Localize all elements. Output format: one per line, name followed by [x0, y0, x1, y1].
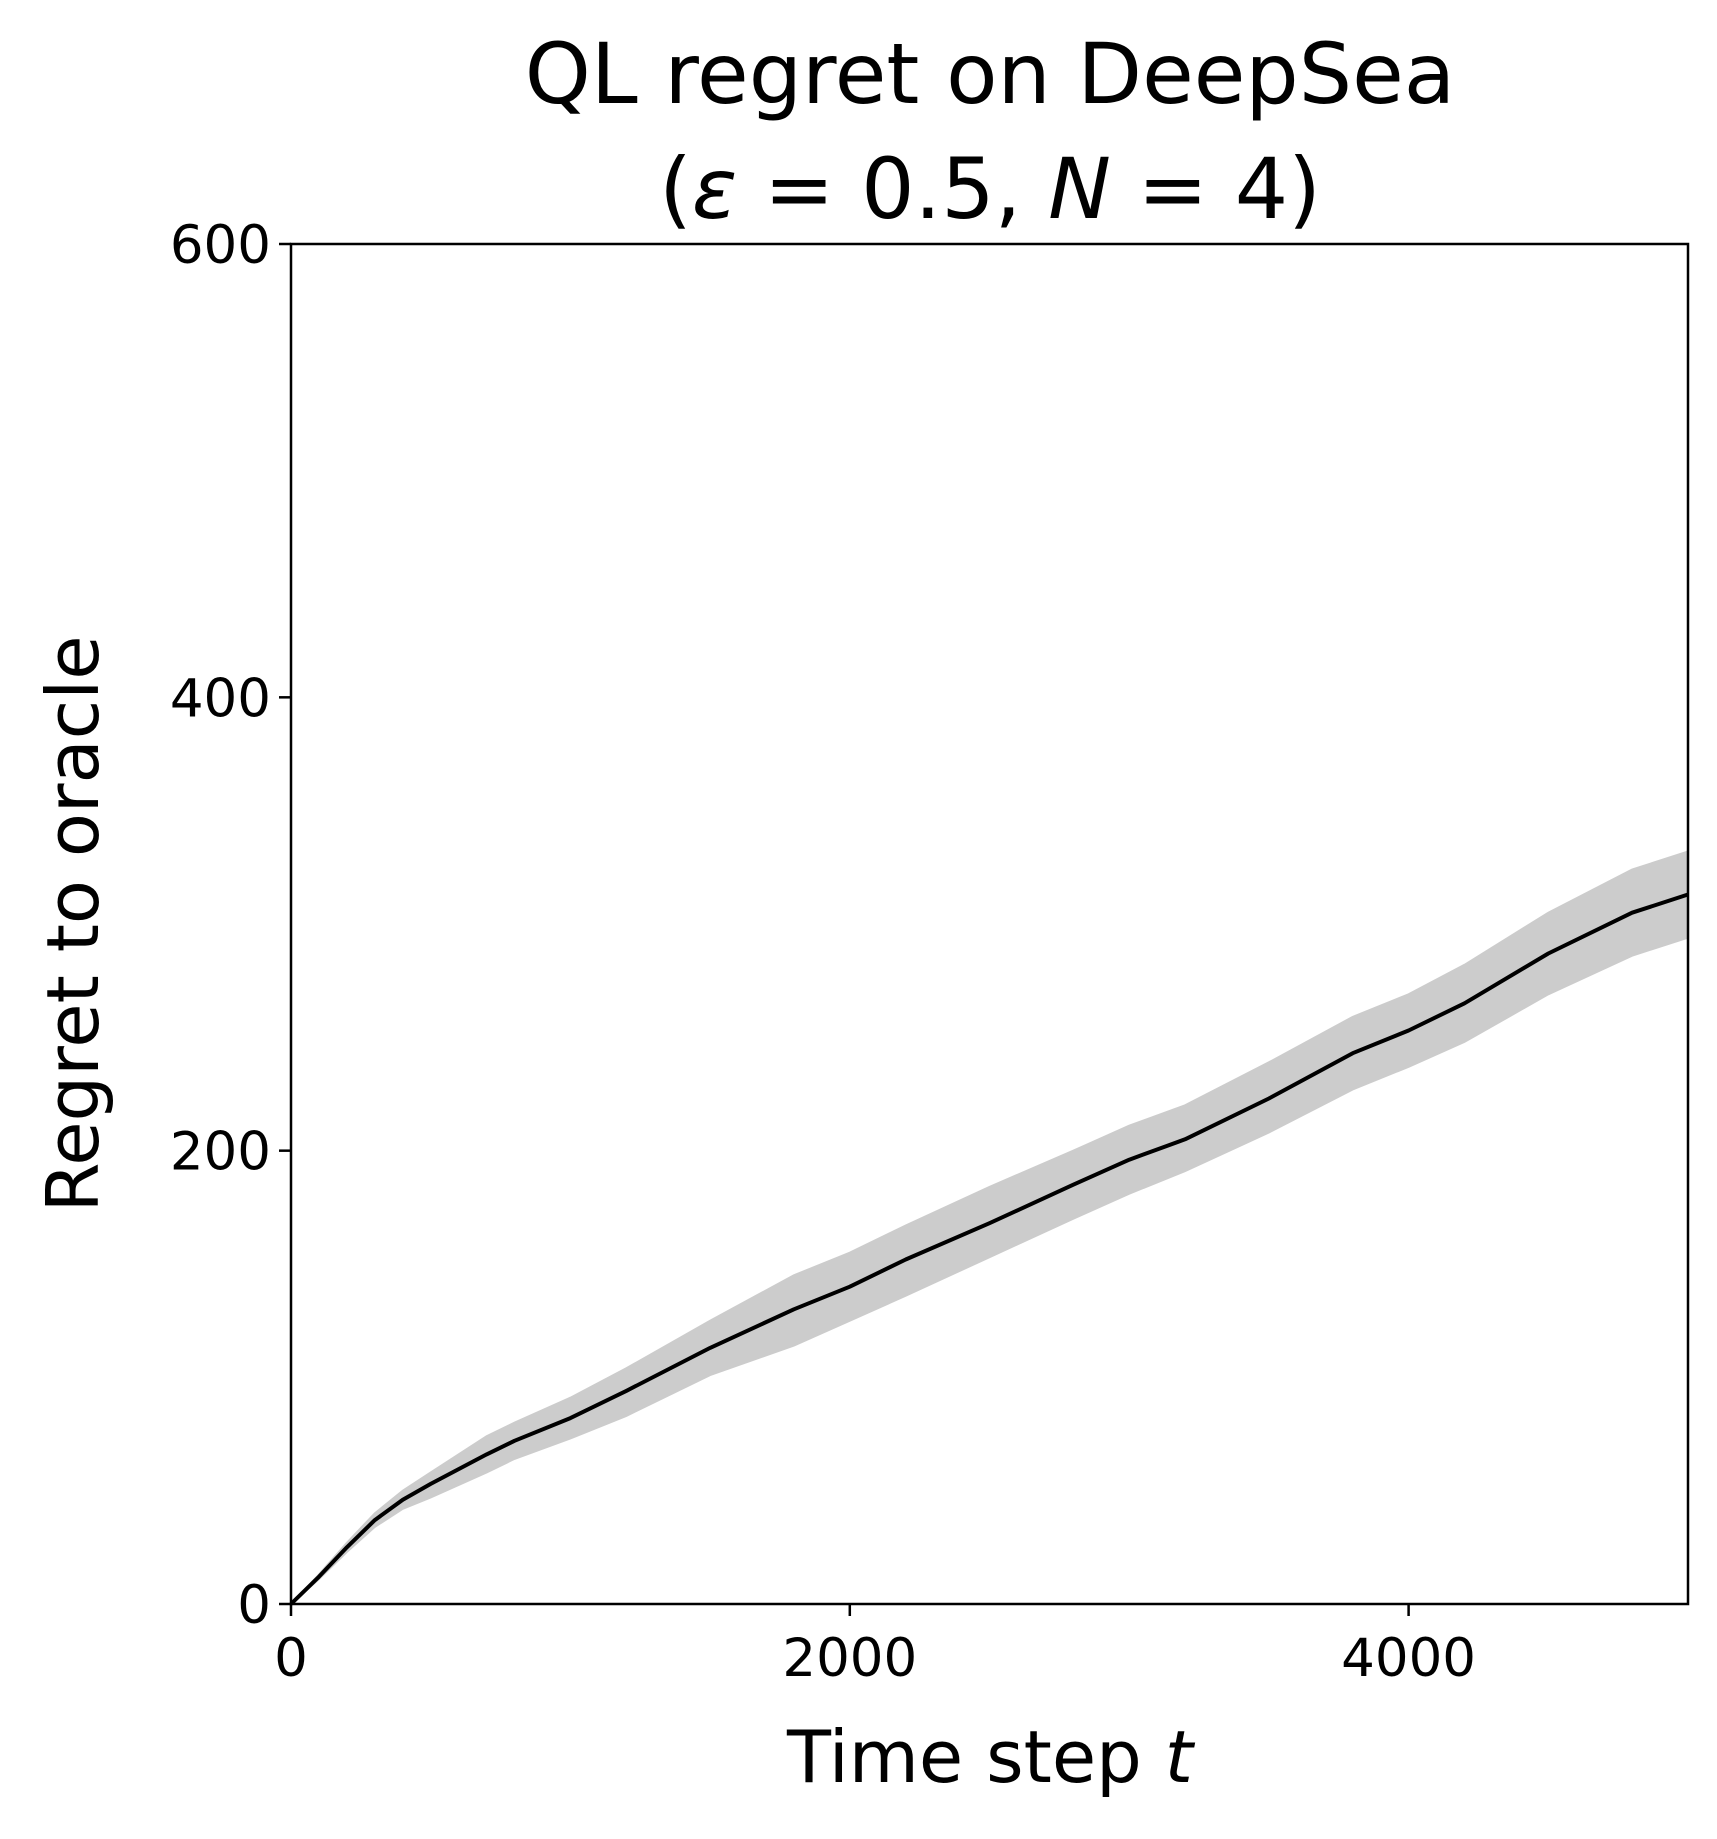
regret-line-0 [289, 892, 1689, 1606]
title-epsilon-value: = 0.5, [737, 140, 1048, 238]
x-tick-label: 0 [274, 1628, 308, 1689]
title-n-symbol: N [1048, 140, 1111, 238]
y-tick-label: 0 [237, 1575, 271, 1636]
y-tick-label: 400 [170, 668, 271, 729]
y-tick-label: 200 [170, 1122, 271, 1183]
x-tick-label: 4000 [1341, 1628, 1476, 1689]
title-open-paren: ( [659, 140, 692, 238]
chart-title-line1: QL regret on DeepSea [525, 25, 1455, 123]
axis-ticks: 0 2000 4000 0 200 400 600 [170, 215, 1476, 1689]
title-epsilon-symbol: ε [692, 140, 737, 238]
plot-frame [289, 242, 1690, 1606]
x-tick-label: 2000 [782, 1628, 917, 1689]
y-axis-label: Regret to oracle [31, 635, 115, 1212]
x-axis-label-text: Time step [786, 1715, 1165, 1799]
x-axis-label-variable: t [1165, 1715, 1196, 1799]
y-tick-label: 600 [170, 215, 271, 276]
x-axis-label: Time step t [786, 1715, 1196, 1799]
chart-title-line2: (ε = 0.5, N = 4) [659, 140, 1321, 238]
title-n-value: = 4) [1111, 140, 1321, 238]
